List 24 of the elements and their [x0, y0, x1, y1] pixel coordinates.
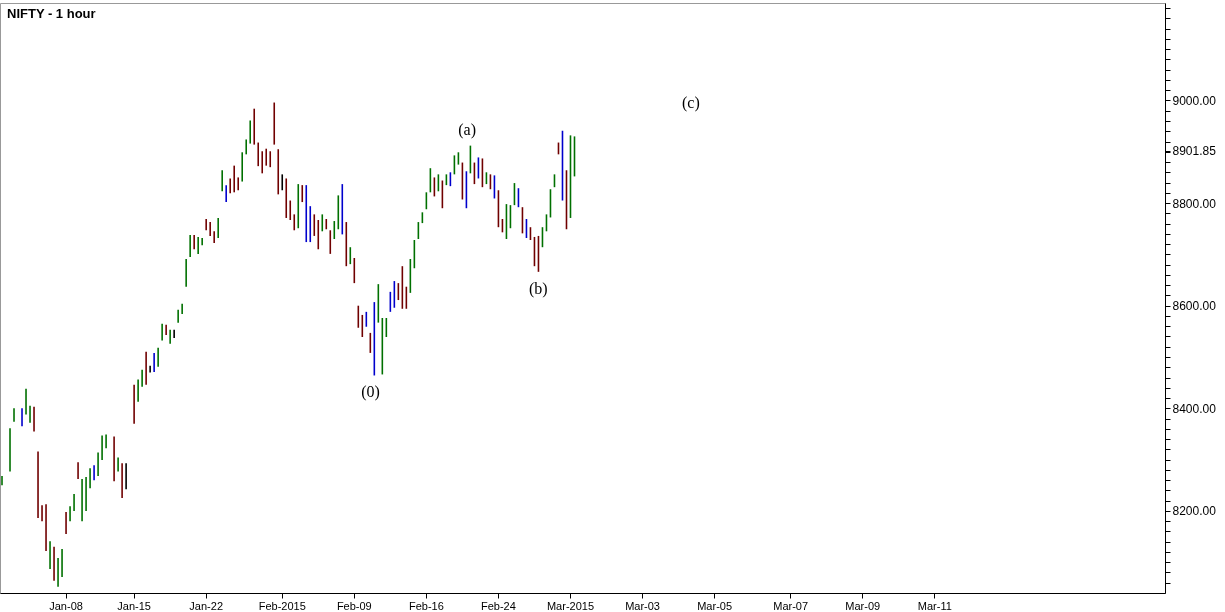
y-tick-label: 8901.85: [1172, 144, 1217, 159]
y-tick-label: 8800.00: [1172, 196, 1217, 211]
annotation: (0): [361, 383, 380, 402]
x-tick-label: Mar-07: [773, 599, 809, 612]
x-tick-label: Mar-03: [625, 599, 660, 612]
annotation: (c): [681, 94, 700, 113]
x-tick-label: Jan-22: [189, 599, 223, 612]
x-tick-label: Mar-05: [697, 599, 733, 612]
x-tick-label: Jan-08: [49, 599, 83, 612]
x-tick-label: Mar-11: [917, 599, 952, 612]
y-tick-label: 8200.00: [1172, 504, 1217, 519]
annotation: (a): [458, 121, 477, 140]
chart-title: NIFTY - 1 hour: [7, 6, 96, 21]
x-tick-label: Mar-2015: [546, 599, 595, 612]
x-tick-label: Mar-09: [845, 599, 881, 612]
y-tick-label: 8400.00: [1172, 401, 1217, 416]
x-tick-label: Feb-16: [408, 599, 444, 612]
x-tick-label: Feb-24: [481, 599, 516, 612]
x-tick-label: Feb-09: [336, 599, 372, 612]
y-tick-label: 9000.00: [1172, 93, 1217, 108]
y-tick-label: 8600.00: [1172, 299, 1217, 314]
annotation: (b): [528, 279, 548, 298]
x-tick-label: Jan-15: [117, 599, 151, 612]
x-tick-label: Feb-2015: [258, 599, 306, 612]
